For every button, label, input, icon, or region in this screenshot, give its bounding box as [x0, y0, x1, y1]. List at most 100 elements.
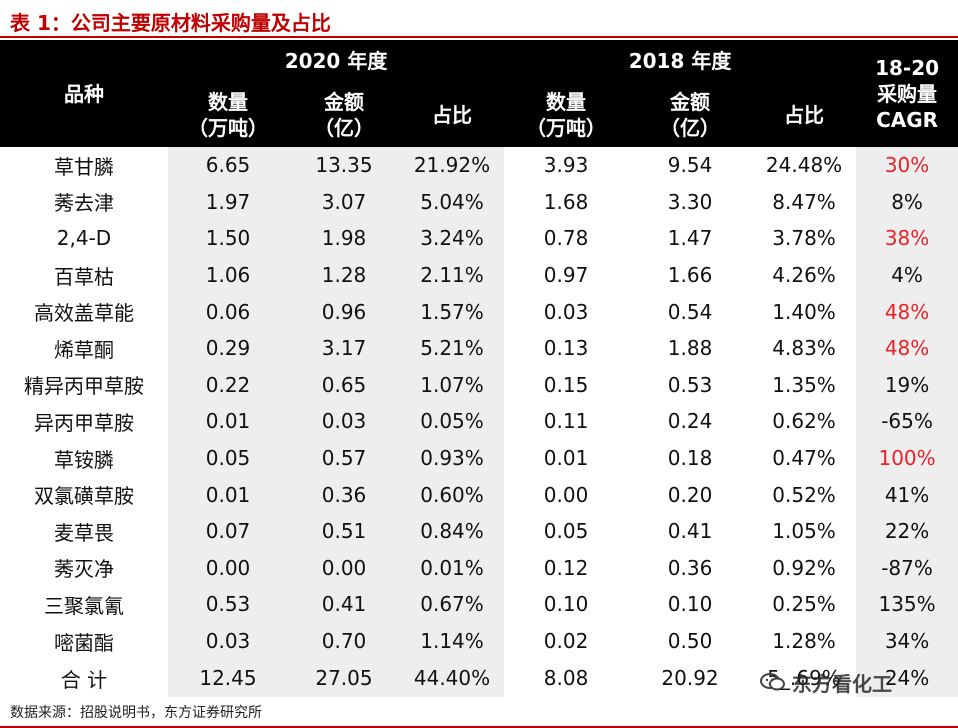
header-amt-label: 金额 [324, 89, 364, 114]
cell-q18: 8.08 [543, 666, 589, 691]
watermark: 东方看化工 [760, 666, 956, 698]
table-title: 表 1：公司主要原材料采购量及占比 [10, 11, 331, 35]
table-body: 草甘膦 6.65 13.35 21.92% 3.93 9.54 24.48% 30% 莠去津 1.… [0, 147, 958, 698]
header-cagr: 18-20 采购量 CAGR [856, 40, 958, 147]
cell-s18: 0.25% [772, 592, 836, 617]
cell-a20: 0.57 [288, 439, 400, 477]
cell-a20: 1.28 [288, 256, 400, 294]
header-qty-label: 数量 [208, 89, 248, 114]
cell-s18: 4.26% [772, 263, 836, 288]
cell-a18: 3.30 [667, 189, 713, 214]
header-cagr-line2: 采购量 [877, 81, 938, 106]
header-share-2018: 占比 [752, 82, 857, 147]
cell-q18: 0.00 [543, 482, 589, 507]
cell-s18: 1.05% [772, 519, 836, 544]
cell-q18: 0.11 [543, 409, 589, 434]
cell-q20: 12.45 [168, 659, 288, 698]
table-row: 百草枯 1.06 1.28 2.11% 0.97 1.66 4.26% 4% [0, 256, 958, 294]
cell-a18: 0.36 [667, 555, 713, 580]
cell-s18: 24.48% [765, 153, 843, 178]
cell-q20: 0.53 [168, 586, 288, 623]
cell-s20: 1.07% [400, 366, 505, 404]
cell-cagr: 30% [856, 147, 958, 184]
cell-s20: 1.14% [400, 622, 505, 660]
cell-name: 三聚氯氰 [44, 593, 124, 618]
cell-a18: 1.66 [667, 263, 713, 288]
cell-q20: 0.22 [168, 366, 288, 404]
cell-q20: 0.03 [168, 622, 288, 660]
cell-name: 双氯磺草胺 [34, 484, 134, 509]
cell-q18: 0.12 [543, 555, 589, 580]
cell-cagr: 4% [856, 256, 958, 294]
cell-q20: 6.65 [168, 147, 288, 184]
cell-name: 烯草酮 [54, 337, 114, 362]
cell-cagr: 8% [856, 183, 958, 221]
cell-a20: 0.03 [288, 403, 400, 440]
cell-q18: 3.93 [543, 153, 589, 178]
table-row: 莠灭净 0.00 0.00 0.01% 0.12 0.36 0.92% -87% [0, 549, 958, 587]
watermark-text: 东方看化工 [792, 671, 892, 696]
cell-cagr: 41% [856, 476, 958, 513]
cell-q18: 0.03 [543, 299, 589, 324]
cell-s18: 0.62% [772, 409, 836, 434]
header-row-years: 品种 2020 年度 2018 年度 18-20 采购量 CAGR [0, 40, 958, 147]
table-row: 三聚氯氰 0.53 0.41 0.67% 0.10 0.10 0.25% 135% [0, 586, 958, 623]
cell-s20: 5.21% [400, 329, 505, 367]
header-qty-unit: （万吨） [526, 115, 607, 140]
cell-cagr: 24% [856, 659, 958, 698]
cell-cagr: 48% [856, 293, 958, 330]
total-row: 合 计 12.45 27.05 44.40% 8.08 20.92 5_.69% 24% [0, 659, 958, 698]
cell-a18: 0.24 [667, 409, 713, 434]
cell-s20: 1.57% [400, 293, 505, 330]
cell-a20: 0.41 [288, 586, 400, 623]
table-title-bar: 表 1：公司主要原材料采购量及占比 [0, 0, 958, 38]
header-cagr-line1: 18-20 [875, 55, 940, 80]
cell-cagr: 48% [856, 329, 958, 367]
table-row: 双氯磺草胺 0.01 0.36 0.60% 0.00 0.20 0.52% 41% [0, 476, 958, 513]
procurement-table: 品种 2020 年度 2018 年度 18-20 采购量 CAGR 数量 （万吨… [0, 40, 958, 698]
cell-q18: 0.13 [543, 336, 589, 361]
cell-name: 麦草畏 [54, 520, 114, 545]
cell-cagr: 34% [856, 622, 958, 660]
cell-name: 高效盖草能 [34, 301, 134, 326]
cell-cagr: 38% [856, 220, 958, 257]
cell-name: 百草枯 [54, 264, 114, 289]
table-row: 烯草酮 0.29 3.17 5.21% 0.13 1.88 4.83% 48% [0, 329, 958, 367]
cell-q20: 0.07 [168, 512, 288, 550]
cell-a20: 3.17 [288, 329, 400, 367]
cell-a20: 1.98 [288, 220, 400, 257]
cell-s18: 1.35% [772, 372, 836, 397]
cell-a18: 0.10 [667, 592, 713, 617]
cell-q20: 0.01 [168, 476, 288, 513]
header-amt-2018: 金额 （亿） [628, 82, 753, 147]
cell-a18: 9.54 [667, 153, 713, 178]
table-row: 麦草畏 0.07 0.51 0.84% 0.05 0.41 1.05% 22% [0, 512, 958, 550]
cell-s20: 44.40% [400, 659, 505, 698]
cell-q18: 0.15 [543, 372, 589, 397]
cell-a18: 0.53 [667, 372, 713, 397]
cell-s20: 21.92% [400, 147, 505, 184]
cell-s18: 0.47% [772, 446, 836, 471]
cell-s20: 5.04% [400, 183, 505, 221]
bottom-rule [0, 726, 958, 728]
header-amt-label: 金额 [670, 89, 711, 114]
cell-s20: 0.60% [400, 476, 505, 513]
header-row-columns: 数量 （万吨） 金额 （亿） 占比 数量 （万吨） 金额 （亿） 占比 [0, 82, 958, 147]
header-year-2020: 2020 年度 [168, 40, 505, 82]
cell-q20: 0.01 [168, 403, 288, 440]
cell-s18: 1.40% [772, 299, 836, 324]
cell-q18: 0.10 [543, 592, 589, 617]
cell-cagr: 135% [856, 586, 958, 623]
header-year-2018: 2018 年度 [504, 40, 857, 82]
header-qty-2020: 数量 （万吨） [168, 82, 288, 147]
cell-q20: 1.50 [168, 220, 288, 257]
cell-name: 2,4-D [56, 226, 112, 251]
cell-a18: 1.88 [667, 336, 713, 361]
cell-s18: 3.78% [772, 226, 836, 251]
cell-name: 嘧菌酯 [54, 630, 114, 655]
cell-cagr: -87% [856, 549, 958, 587]
header-product: 品种 [0, 40, 168, 147]
cell-q18: 0.78 [543, 226, 589, 251]
cell-a18: 0.41 [667, 519, 713, 544]
cell-s20: 0.93% [400, 439, 505, 477]
